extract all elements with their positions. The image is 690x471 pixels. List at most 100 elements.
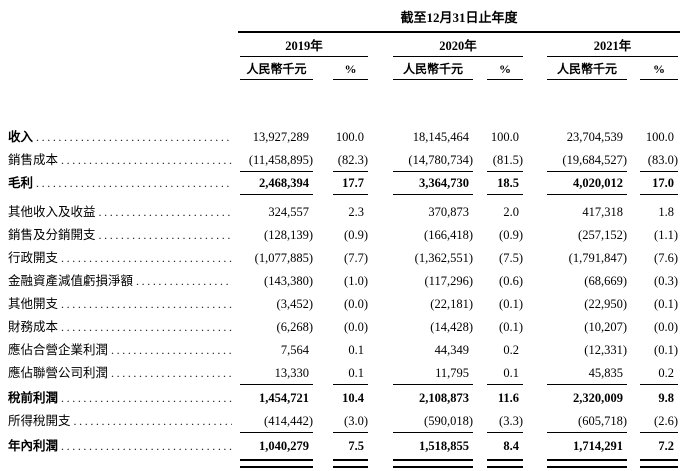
row-label-cell: 金融資產減值虧損淨額 bbox=[0, 270, 240, 293]
percent-2019: 2.3 bbox=[348, 205, 364, 219]
percent-2021: (0.0) bbox=[654, 320, 678, 334]
row-label: 銷售及分銷開支 bbox=[8, 228, 96, 242]
percent-2019: 0.1 bbox=[348, 343, 364, 357]
year-2019-header: 2019年 bbox=[240, 37, 368, 57]
percent-2021: 17.0 bbox=[640, 172, 678, 195]
percent-2020: 8.4 bbox=[503, 439, 519, 453]
amount-2019: (6,268) bbox=[276, 320, 313, 334]
amount-2020: 18,145,464 bbox=[412, 130, 469, 144]
percent-2020: 18.5 bbox=[487, 172, 523, 195]
amount-2020: (590,018) bbox=[393, 410, 473, 433]
percent-2019: (82.3) bbox=[333, 149, 368, 172]
amount-2020: 3,364,730 bbox=[393, 172, 473, 195]
row-label-cell: 銷售及分銷開支 bbox=[0, 224, 240, 247]
row-label: 應佔合營企業利潤 bbox=[8, 343, 109, 357]
amount-2021: 2,320,009 bbox=[573, 391, 623, 405]
amount-2019: (143,380) bbox=[264, 274, 313, 288]
amount-2020: 370,873 bbox=[428, 205, 469, 219]
unit-label-2021: 人民幣千元 bbox=[547, 60, 627, 80]
amount-2021: (1,791,847) bbox=[568, 251, 627, 265]
percent-label-2020: % bbox=[487, 60, 523, 80]
amount-2019: 13,927,289 bbox=[252, 130, 309, 144]
amount-2019: 1,454,721 bbox=[259, 391, 309, 405]
amount-2021: (257,152) bbox=[578, 228, 627, 242]
table-row-profit-before-tax: 稅前利潤 1,454,721 10.4 2,108,873 11.6 2,320… bbox=[0, 387, 690, 410]
amount-2021: 23,704,539 bbox=[566, 130, 623, 144]
dot-leader bbox=[58, 316, 232, 339]
year-header-row: 2019年 2020年 2021年 bbox=[0, 37, 690, 57]
amount-2020: 1,518,855 bbox=[419, 439, 469, 453]
percent-2019: (3.0) bbox=[333, 410, 368, 433]
percent-2020: (0.9) bbox=[499, 228, 523, 242]
amount-2019: 2,468,394 bbox=[240, 172, 313, 195]
amount-2020: (14,428) bbox=[430, 320, 473, 334]
percent-2019: 17.7 bbox=[333, 172, 368, 195]
dot-leader bbox=[71, 410, 232, 433]
dot-leader bbox=[133, 270, 232, 293]
dot-leader bbox=[58, 435, 232, 458]
percent-2020: (0.1) bbox=[499, 297, 523, 311]
row-label-cell: 應佔合營企業利潤 bbox=[0, 339, 240, 362]
percent-2021: (2.6) bbox=[640, 410, 678, 433]
table-row-admin-expenses: 行政開支 (1,077,885) (7.7) (1,362,551) (7.5)… bbox=[0, 247, 690, 270]
percent-2019: 0.1 bbox=[333, 362, 368, 385]
percent-2020: 0.1 bbox=[487, 362, 523, 385]
amount-2019: (414,442) bbox=[240, 410, 313, 433]
double-rule bbox=[240, 459, 313, 468]
percent-2021: (1.1) bbox=[654, 228, 678, 242]
amount-2019: (1,077,885) bbox=[254, 251, 313, 265]
dot-leader bbox=[33, 126, 232, 149]
percent-2019: 7.5 bbox=[348, 439, 364, 453]
amount-2019: (128,139) bbox=[264, 228, 313, 242]
percent-2019: (0.0) bbox=[344, 297, 368, 311]
row-label-cell: 其他收入及收益 bbox=[0, 201, 240, 224]
amount-2021: 1,714,291 bbox=[573, 439, 623, 453]
amount-2019: 13,330 bbox=[240, 362, 313, 385]
percent-2019: (1.0) bbox=[344, 274, 368, 288]
header-top-rule bbox=[238, 31, 680, 33]
amount-2021: 4,020,012 bbox=[547, 172, 627, 195]
dot-leader bbox=[58, 293, 232, 316]
percent-2020: 2.0 bbox=[503, 205, 519, 219]
amount-2021: 417,318 bbox=[582, 205, 623, 219]
unit-label-2020: 人民幣千元 bbox=[393, 60, 473, 80]
amount-2021: (22,950) bbox=[584, 297, 627, 311]
percent-2021: (83.0) bbox=[640, 149, 678, 172]
table-row-share-of-jv-profit: 應佔合營企業利潤 7,564 0.1 44,349 0.2 (12,331) (… bbox=[0, 339, 690, 362]
dot-leader bbox=[58, 149, 232, 172]
amount-2020: (1,362,551) bbox=[414, 251, 473, 265]
percent-2021: (0.1) bbox=[654, 343, 678, 357]
row-label-cell: 應佔聯營公司利潤 bbox=[0, 362, 240, 385]
amount-2019: 7,564 bbox=[280, 343, 309, 357]
amount-2021: 45,835 bbox=[547, 362, 627, 385]
row-label: 財務成本 bbox=[8, 320, 59, 334]
percent-2021: (0.3) bbox=[654, 274, 678, 288]
row-label: 金融資產減值虧損淨額 bbox=[8, 274, 134, 288]
percent-label-2021: % bbox=[640, 60, 678, 80]
table-row-finance-costs: 財務成本 (6,268) (0.0) (14,428) (0.1) (10,20… bbox=[0, 316, 690, 339]
table-row-share-of-associates-profit: 應佔聯營公司利潤 13,330 0.1 11,795 0.1 45,835 0.… bbox=[0, 362, 690, 385]
amount-2020: 11,795 bbox=[393, 362, 473, 385]
table-row-selling-expenses: 銷售及分銷開支 (128,139) (0.9) (166,418) (0.9) … bbox=[0, 224, 690, 247]
table-row-other-expenses: 其他開支 (3,452) (0.0) (22,181) (0.1) (22,95… bbox=[0, 293, 690, 316]
double-rule bbox=[333, 459, 368, 468]
percent-2021: 7.2 bbox=[658, 439, 674, 453]
total-double-rule-row bbox=[0, 459, 690, 470]
table-body: 收入 13,927,289 100.0 18,145,464 100.0 23,… bbox=[0, 126, 690, 470]
row-label-cell: 所得稅開支 bbox=[0, 410, 240, 433]
double-rule bbox=[640, 459, 678, 468]
amount-2020: 44,349 bbox=[434, 343, 469, 357]
percent-2020: (0.6) bbox=[499, 274, 523, 288]
row-label-cell: 收入 bbox=[0, 126, 240, 149]
row-label-cell: 行政開支 bbox=[0, 247, 240, 270]
table-title: 截至12月31日止年度 bbox=[400, 10, 518, 25]
percent-2020: 11.6 bbox=[497, 391, 519, 405]
dot-leader bbox=[58, 247, 232, 270]
table-row-revenue: 收入 13,927,289 100.0 18,145,464 100.0 23,… bbox=[0, 126, 690, 149]
double-rule bbox=[487, 459, 523, 468]
row-label: 銷售成本 bbox=[8, 153, 59, 167]
percent-2021: 1.8 bbox=[658, 205, 674, 219]
amount-2021: (605,718) bbox=[547, 410, 627, 433]
percent-2021: (0.1) bbox=[654, 297, 678, 311]
percent-2019: 100.0 bbox=[335, 130, 364, 144]
